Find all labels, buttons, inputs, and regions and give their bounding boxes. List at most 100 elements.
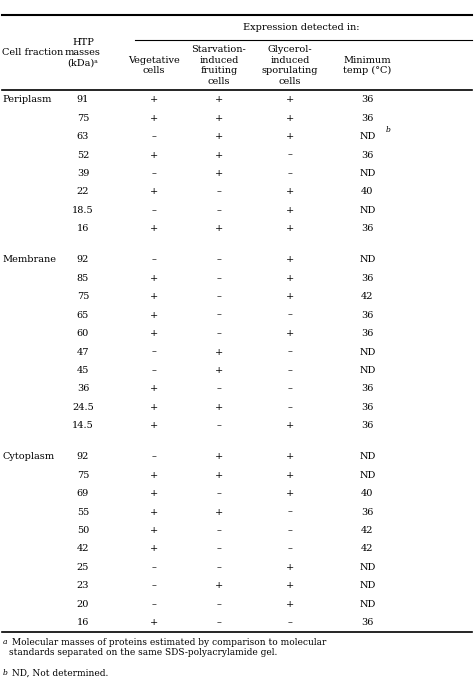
Text: +: + xyxy=(150,526,158,535)
Text: +: + xyxy=(286,421,294,430)
Text: 65: 65 xyxy=(77,310,89,319)
Text: 75: 75 xyxy=(77,470,89,480)
Text: 42: 42 xyxy=(77,544,89,553)
Text: 92: 92 xyxy=(77,452,89,461)
Text: 60: 60 xyxy=(77,329,89,338)
Text: 36: 36 xyxy=(361,403,374,412)
Text: 47: 47 xyxy=(77,347,89,356)
Text: 36: 36 xyxy=(361,507,374,516)
Text: –: – xyxy=(217,310,221,319)
Text: +: + xyxy=(150,187,158,196)
Text: +: + xyxy=(150,489,158,498)
Text: +: + xyxy=(150,507,158,516)
Text: 50: 50 xyxy=(77,526,89,535)
Text: +: + xyxy=(215,581,223,590)
Text: –: – xyxy=(152,366,156,375)
Text: 18.5: 18.5 xyxy=(72,206,94,215)
Text: 16: 16 xyxy=(77,618,89,627)
Text: ND: ND xyxy=(359,563,375,572)
Text: +: + xyxy=(150,113,158,122)
Text: +: + xyxy=(286,206,294,215)
Text: Vegetative
cells: Vegetative cells xyxy=(128,56,180,75)
Text: +: + xyxy=(286,489,294,498)
Text: –: – xyxy=(217,384,221,393)
Text: ND: ND xyxy=(359,452,375,461)
Text: +: + xyxy=(215,452,223,461)
Text: 75: 75 xyxy=(77,113,89,122)
Text: +: + xyxy=(286,113,294,122)
Text: +: + xyxy=(150,403,158,412)
Text: 20: 20 xyxy=(77,600,89,609)
Text: +: + xyxy=(150,150,158,159)
Text: –: – xyxy=(152,169,156,178)
Text: –: – xyxy=(152,452,156,461)
Text: b: b xyxy=(2,669,7,677)
Text: ND: ND xyxy=(359,206,375,215)
Text: –: – xyxy=(288,366,292,375)
Text: –: – xyxy=(288,150,292,159)
Text: 36: 36 xyxy=(361,329,374,338)
Text: ND: ND xyxy=(359,347,375,356)
Text: ND: ND xyxy=(359,366,375,375)
Text: –: – xyxy=(152,132,156,141)
Text: –: – xyxy=(217,187,221,196)
Text: –: – xyxy=(152,206,156,215)
Text: +: + xyxy=(150,224,158,233)
Text: +: + xyxy=(286,329,294,338)
Text: –: – xyxy=(217,421,221,430)
Text: ND: ND xyxy=(359,255,375,264)
Text: –: – xyxy=(217,618,221,627)
Text: +: + xyxy=(286,600,294,609)
Text: +: + xyxy=(150,470,158,480)
Text: +: + xyxy=(286,581,294,590)
Text: ND, Not determined.: ND, Not determined. xyxy=(9,669,108,678)
Text: –: – xyxy=(217,206,221,215)
Text: ND: ND xyxy=(359,600,375,609)
Text: 25: 25 xyxy=(77,563,89,572)
Text: +: + xyxy=(150,310,158,319)
Text: 36: 36 xyxy=(361,384,374,393)
Text: –: – xyxy=(217,563,221,572)
Text: –: – xyxy=(152,563,156,572)
Text: Cell fraction: Cell fraction xyxy=(2,49,64,57)
Text: 40: 40 xyxy=(361,187,374,196)
Text: –: – xyxy=(152,600,156,609)
Text: 39: 39 xyxy=(77,169,89,178)
Text: ND: ND xyxy=(359,470,375,480)
Text: +: + xyxy=(215,224,223,233)
Text: 92: 92 xyxy=(77,255,89,264)
Text: Minimum
temp (°C): Minimum temp (°C) xyxy=(343,56,392,75)
Text: +: + xyxy=(150,292,158,301)
Text: 36: 36 xyxy=(361,274,374,283)
Text: b: b xyxy=(385,125,390,134)
Text: Starvation-
induced
fruiting
cells: Starvation- induced fruiting cells xyxy=(191,45,246,86)
Text: +: + xyxy=(215,507,223,516)
Text: +: + xyxy=(150,95,158,104)
Text: +: + xyxy=(286,187,294,196)
Text: 23: 23 xyxy=(77,581,89,590)
Text: +: + xyxy=(150,329,158,338)
Text: +: + xyxy=(215,366,223,375)
Text: –: – xyxy=(152,581,156,590)
Text: 22: 22 xyxy=(77,187,89,196)
Text: +: + xyxy=(286,292,294,301)
Text: +: + xyxy=(215,403,223,412)
Text: –: – xyxy=(288,618,292,627)
Text: 16: 16 xyxy=(77,224,89,233)
Text: +: + xyxy=(215,95,223,104)
Text: –: – xyxy=(217,274,221,283)
Text: 91: 91 xyxy=(77,95,89,104)
Text: ND: ND xyxy=(359,169,375,178)
Text: +: + xyxy=(286,224,294,233)
Text: –: – xyxy=(152,347,156,356)
Text: +: + xyxy=(286,132,294,141)
Text: +: + xyxy=(150,421,158,430)
Text: 36: 36 xyxy=(361,224,374,233)
Text: –: – xyxy=(152,255,156,264)
Text: 36: 36 xyxy=(77,384,89,393)
Text: Cytoplasm: Cytoplasm xyxy=(2,452,55,461)
Text: 55: 55 xyxy=(77,507,89,516)
Text: 36: 36 xyxy=(361,150,374,159)
Text: Periplasm: Periplasm xyxy=(2,95,52,104)
Text: HTP
masses
(kDa)ᵃ: HTP masses (kDa)ᵃ xyxy=(65,38,101,68)
